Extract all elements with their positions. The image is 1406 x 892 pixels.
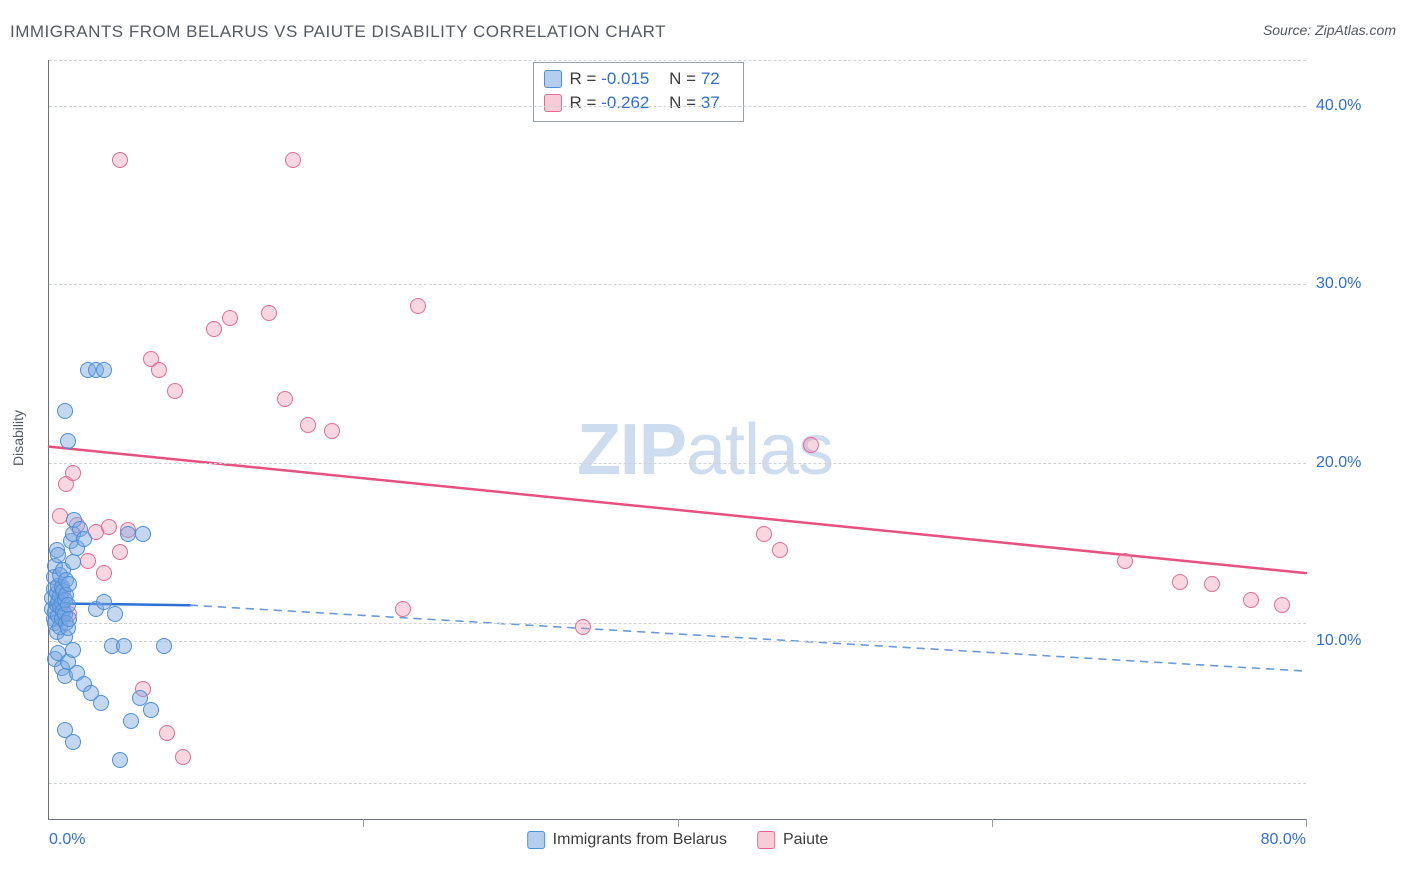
gridline <box>49 641 1306 642</box>
scatter-point-blue <box>143 702 159 718</box>
r-value: -0.262 <box>601 93 661 113</box>
source-prefix: Source: <box>1263 22 1315 38</box>
chart-title: IMMIGRANTS FROM BELARUS VS PAIUTE DISABI… <box>10 22 666 41</box>
n-value: 37 <box>701 93 731 113</box>
legend-label: Immigrants from Belarus <box>553 831 727 849</box>
n-label: N = <box>669 93 701 112</box>
scatter-point-pink <box>324 423 340 439</box>
scatter-point-blue <box>123 713 139 729</box>
n-label: N = <box>669 69 701 88</box>
x-tick-label: 0.0% <box>49 831 85 849</box>
swatch-blue-icon <box>527 831 545 849</box>
n-value: 72 <box>701 69 731 89</box>
r-label: R = <box>570 69 602 88</box>
scatter-point-pink <box>1243 592 1259 608</box>
y-tick-label: 30.0% <box>1316 275 1376 293</box>
scatter-point-pink <box>1274 597 1290 613</box>
scatter-point-blue <box>156 638 172 654</box>
scatter-point-blue <box>76 531 92 547</box>
swatch-blue-icon <box>544 70 562 88</box>
scatter-point-blue <box>61 576 77 592</box>
r-label: R = <box>570 93 602 112</box>
r-value: -0.015 <box>601 69 661 89</box>
series-legend: Immigrants from Belarus Paiute <box>527 831 829 849</box>
plot-area: ZIPatlas R = -0.015 N = 72 R = -0.262 N … <box>48 60 1306 820</box>
scatter-point-pink <box>277 391 293 407</box>
y-tick-label: 40.0% <box>1316 97 1376 115</box>
scatter-point-pink <box>300 417 316 433</box>
scatter-point-pink <box>756 526 772 542</box>
scatter-point-pink <box>101 519 117 535</box>
stats-legend: R = -0.015 N = 72 R = -0.262 N = 37 <box>533 62 744 122</box>
legend-item-blue: Immigrants from Belarus <box>527 831 727 849</box>
scatter-point-pink <box>112 152 128 168</box>
stats-row-blue: R = -0.015 N = 72 <box>544 67 731 91</box>
scatter-point-blue <box>65 642 81 658</box>
scatter-point-blue <box>93 695 109 711</box>
scatter-point-pink <box>65 465 81 481</box>
scatter-point-blue <box>116 638 132 654</box>
scatter-point-pink <box>395 601 411 617</box>
gridline <box>49 60 1306 61</box>
gridline <box>49 783 1306 784</box>
scatter-point-blue <box>61 611 77 627</box>
scatter-point-blue <box>112 752 128 768</box>
swatch-pink-icon <box>757 831 775 849</box>
scatter-point-blue <box>65 734 81 750</box>
scatter-point-blue <box>107 606 123 622</box>
y-tick-label: 10.0% <box>1316 632 1376 650</box>
scatter-point-blue <box>57 403 73 419</box>
y-tick-label: 20.0% <box>1316 454 1376 472</box>
scatter-point-pink <box>410 298 426 314</box>
scatter-point-pink <box>222 310 238 326</box>
swatch-pink-icon <box>544 94 562 112</box>
scatter-point-pink <box>151 362 167 378</box>
scatter-point-pink <box>1117 553 1133 569</box>
watermark: ZIPatlas <box>577 409 833 491</box>
scatter-point-pink <box>167 383 183 399</box>
legend-item-pink: Paiute <box>757 831 828 849</box>
x-tick <box>678 819 679 827</box>
scatter-point-pink <box>285 152 301 168</box>
scatter-point-pink <box>112 544 128 560</box>
watermark-bold: ZIP <box>577 410 686 490</box>
scatter-point-blue <box>120 526 136 542</box>
gridline <box>49 623 1306 624</box>
scatter-point-pink <box>803 437 819 453</box>
scatter-point-pink <box>772 542 788 558</box>
x-tick <box>992 819 993 827</box>
scatter-point-pink <box>1204 576 1220 592</box>
source-name: ZipAtlas.com <box>1315 22 1396 38</box>
scatter-point-blue <box>60 433 76 449</box>
x-tick <box>1306 819 1307 827</box>
stats-row-pink: R = -0.262 N = 37 <box>544 91 731 115</box>
scatter-point-pink <box>261 305 277 321</box>
scatter-point-blue <box>96 362 112 378</box>
scatter-point-pink <box>575 619 591 635</box>
gridline <box>49 106 1306 107</box>
scatter-point-pink <box>175 749 191 765</box>
scatter-point-pink <box>1172 574 1188 590</box>
scatter-point-pink <box>159 725 175 741</box>
chart-container: Disability ZIPatlas R = -0.015 N = 72 R … <box>10 60 1396 882</box>
x-tick <box>363 819 364 827</box>
legend-label: Paiute <box>783 831 828 849</box>
source-attribution: Source: ZipAtlas.com <box>1263 22 1396 38</box>
scatter-point-blue <box>65 554 81 570</box>
y-axis-label: Disability <box>10 410 26 466</box>
x-tick-label: 80.0% <box>1261 831 1306 849</box>
scatter-point-pink <box>80 553 96 569</box>
regression-overlay <box>49 60 1306 819</box>
gridline <box>49 463 1306 464</box>
scatter-point-pink <box>96 565 112 581</box>
gridline <box>49 284 1306 285</box>
scatter-point-pink <box>206 321 222 337</box>
scatter-point-blue <box>135 526 151 542</box>
